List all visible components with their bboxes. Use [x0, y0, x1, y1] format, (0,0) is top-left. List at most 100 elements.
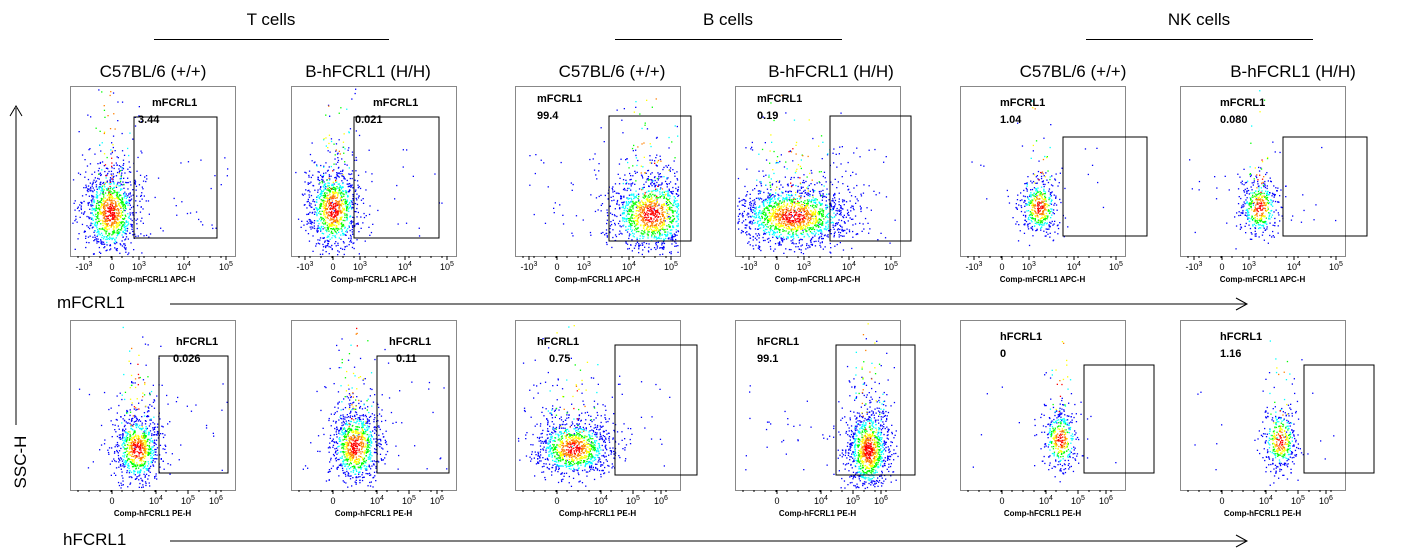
gate-label: mFCRL1	[537, 93, 582, 105]
plot-frame	[1180, 320, 1346, 491]
column-title-2: B-hFCRL1 (H/H)	[305, 62, 431, 81]
column-title-1: C57BL/6 (+/+)	[99, 62, 207, 81]
x-tick-label: 104	[594, 495, 608, 506]
plot-events	[517, 325, 671, 487]
x-tick-label: 0	[774, 262, 779, 272]
x-tick-label: 105	[626, 495, 640, 506]
x-tick-label: 103	[797, 261, 811, 272]
x-tick-label: 106	[874, 495, 888, 506]
x-tick-label: 103	[1022, 261, 1036, 272]
x-tick-label: 105	[402, 495, 416, 506]
gate-label: hFCRL1	[757, 336, 799, 348]
gate-label: hFCRL1	[176, 336, 218, 348]
x-axis-title: Comp-mFCRL1 APC-H	[1220, 275, 1306, 284]
plot-frame	[515, 320, 681, 491]
x-tick-label: 0	[330, 496, 335, 506]
gate-rect	[1062, 136, 1148, 237]
x-tick-label: 105	[1071, 495, 1085, 506]
flow-plot-r2c3: hFCRL10.75200K400K600KSSC-H0104105106Com…	[515, 320, 698, 518]
gate-rect	[1282, 136, 1368, 237]
x-tick-label: 104	[622, 261, 636, 272]
plot-events	[971, 100, 1105, 247]
x-tick-label: -103	[966, 261, 983, 272]
x-tick-label: -103	[1186, 261, 1203, 272]
x-tick-label: 104	[1287, 261, 1301, 272]
x-tick-label: 105	[181, 495, 195, 506]
x-tick-label: 105	[1291, 495, 1305, 506]
row1-axis-label: mFCRL1	[57, 293, 126, 312]
x-tick-label: 0	[1219, 262, 1224, 272]
x-axis-title: Comp-hFCRL1 PE-H	[114, 509, 192, 518]
group-underline-nk-cells	[1086, 39, 1313, 40]
gate-value: 0.11	[396, 353, 417, 365]
plot-events	[1194, 340, 1335, 486]
plot-frame	[735, 86, 901, 257]
flow-plot-r2c1: hFCRL10.026200K400K600KSSC-H0104105106Co…	[70, 320, 236, 518]
group-title-nk-cells: NK cells	[1167, 10, 1231, 29]
plot-frame	[291, 86, 457, 257]
x-tick-label: 104	[149, 495, 163, 506]
gate-label: mFCRL1	[373, 97, 418, 109]
x-tick-label: 104	[177, 261, 191, 272]
gate-rect	[829, 115, 912, 242]
y-axis-label: SSC-H	[11, 435, 30, 489]
gate-value: 0.19	[757, 110, 778, 122]
plot-frame	[960, 320, 1126, 491]
flow-plot-r1c2: mFCRL10.021200K400K600KSSC-H-10301031041…	[291, 86, 457, 284]
x-tick-label: 0	[554, 496, 559, 506]
flow-plot-r2c5: hFCRL10200K400K600KSSC-H0104105106Comp-h…	[960, 320, 1155, 518]
y-axis-arrow	[9, 105, 23, 425]
x-tick-label: 103	[1242, 261, 1256, 272]
group-underline-b-cells	[615, 39, 842, 40]
column-title-6: B-hFCRL1 (H/H)	[1230, 62, 1356, 81]
flow-plot-r1c4: mFCRL10.19200K400K600KSSC-H-103010310410…	[735, 86, 912, 284]
x-axis-title: Comp-hFCRL1 PE-H	[559, 509, 637, 518]
x-axis-title: Comp-mFCRL1 APC-H	[331, 275, 417, 284]
x-tick-label: 104	[398, 261, 412, 272]
plot-events	[745, 323, 899, 490]
flow-plot-r1c1: mFCRL13.44200K400K600KSSC-H-103010310410…	[70, 86, 236, 284]
plot-events	[72, 89, 229, 256]
group-title-t-cells: T cells	[246, 10, 296, 29]
gate-label: hFCRL1	[537, 336, 579, 348]
flow-plot-r2c4: hFCRL199.1200K400K600KSSC-H0104105106Com…	[735, 320, 916, 518]
gate-rect	[158, 355, 229, 474]
row2-axis-arrow	[170, 534, 1249, 548]
plot-events	[972, 341, 1117, 483]
x-tick-label: -103	[76, 261, 93, 272]
plot-events	[302, 327, 448, 488]
gate-rect	[353, 116, 440, 239]
x-tick-label: 0	[999, 496, 1004, 506]
x-tick-label: 104	[814, 495, 828, 506]
gate-label: mFCRL1	[152, 97, 197, 109]
x-axis-title: Comp-hFCRL1 PE-H	[779, 509, 857, 518]
gate-value: 0.026	[173, 353, 201, 365]
gate-value: 0.080	[1220, 114, 1248, 126]
column-title-4: B-hFCRL1 (H/H)	[768, 62, 894, 81]
gate-value: 99.4	[537, 110, 559, 122]
flow-plot-r2c2: hFCRL10.11200K400K600KSSC-H0104105106Com…	[291, 320, 457, 518]
flow-plot-r1c6: mFCRL10.080200K400K600KSSC-H-10301031041…	[1180, 86, 1368, 284]
plot-frame	[960, 86, 1126, 257]
x-tick-label: 0	[554, 262, 559, 272]
x-tick-label: 0	[774, 496, 779, 506]
column-title-5: C57BL/6 (+/+)	[1019, 62, 1127, 81]
plot-frame	[291, 320, 457, 491]
x-axis-title: Comp-mFCRL1 APC-H	[110, 275, 196, 284]
plot-frame	[1180, 86, 1346, 257]
x-tick-label: 105	[440, 261, 454, 272]
plot-frame	[70, 320, 236, 491]
gate-value: 1.16	[1220, 348, 1241, 360]
gate-rect	[608, 115, 692, 242]
x-tick-label: 105	[219, 261, 233, 272]
gate-rect	[614, 344, 698, 476]
row2-axis-label: hFCRL1	[63, 530, 127, 549]
x-tick-label: 106	[654, 495, 668, 506]
gate-label: mFCRL1	[757, 93, 802, 105]
x-tick-label: 104	[1067, 261, 1081, 272]
x-tick-label: 103	[132, 261, 146, 272]
x-axis-title: Comp-mFCRL1 APC-H	[1000, 275, 1086, 284]
row1-axis-arrow	[170, 297, 1249, 311]
x-tick-label: 106	[1319, 495, 1333, 506]
group-title-b-cells: B cells	[702, 10, 754, 29]
